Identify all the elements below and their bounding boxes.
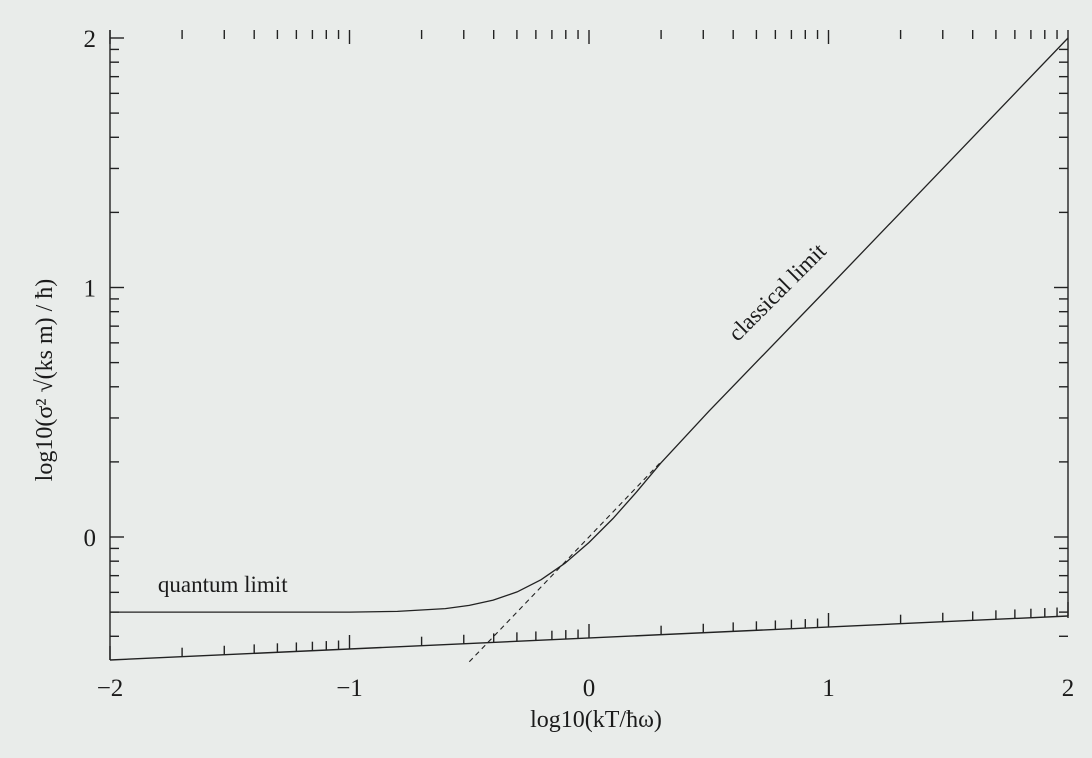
classical-asymptote-dashed-line xyxy=(468,461,662,663)
y-tick-label: 2 xyxy=(84,26,97,53)
y-tick-label: 0 xyxy=(84,525,97,552)
variance-curve xyxy=(110,37,1069,613)
x-tick-label: −2 xyxy=(97,675,124,702)
x-axis-title: log10(kT/ħω) xyxy=(530,707,662,733)
plot-frame xyxy=(109,30,1069,661)
x-tick-label: 0 xyxy=(583,675,596,702)
annotation-classical-limit: classical limit xyxy=(723,238,831,346)
plot-series xyxy=(110,37,1069,663)
x-tick-label: −1 xyxy=(336,675,363,702)
tick-labels: −2 −1 0 1 2 0 1 2 xyxy=(84,26,1075,702)
x-tick-label: 2 xyxy=(1062,675,1075,702)
annotation-quantum-limit: quantum limit xyxy=(158,572,288,597)
axis-ticks xyxy=(109,30,1069,660)
y-axis-title: log10(σ² √(ks m) / ħ) xyxy=(32,279,58,482)
x-tick-label: 1 xyxy=(822,675,835,702)
y-tick-label: 1 xyxy=(84,276,97,303)
